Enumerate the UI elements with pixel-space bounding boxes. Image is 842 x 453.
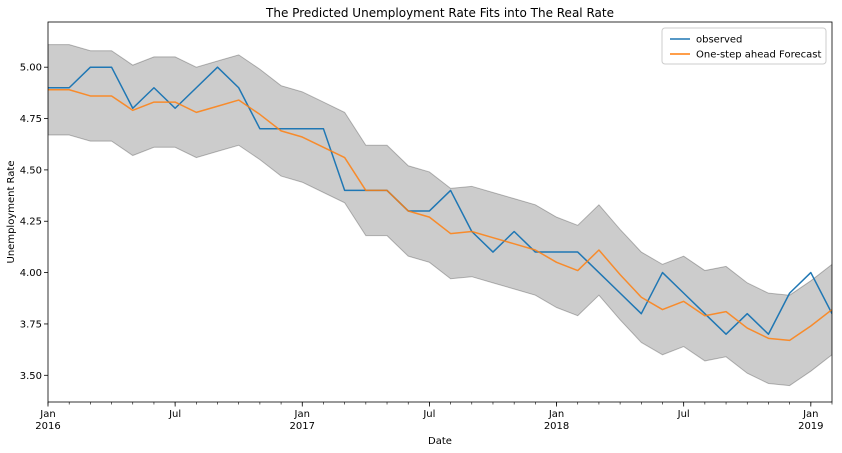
plot-area [48,44,832,387]
legend-label: observed [696,35,742,46]
x-tick-label: Jan [294,409,310,420]
y-axis-label: Unemployment Rate [6,161,17,264]
plot-content [48,44,832,387]
y-tick-label: 3.75 [20,319,42,330]
plot-frame [47,21,833,403]
legend: observed One-step ahead Forecast [661,27,827,65]
y-tick-label: 4.50 [20,165,42,176]
chart-title: The Predicted Unemployment Rate Fits int… [265,6,614,20]
x-tick-label: Jul [677,409,690,420]
y-tick-label: 3.50 [20,371,42,382]
x-tick-year-label: 2017 [290,421,315,432]
x-tick-label: Jan [802,409,818,420]
x-tick-year-label: 2018 [544,421,569,432]
x-tick-year-label: 2016 [35,421,60,432]
y-tick-label: 4.75 [20,114,42,125]
y-tick-label: 4.00 [20,268,42,279]
y-tick-label: 5.00 [20,63,42,74]
x-axis-label: Date [428,436,452,447]
legend-label: One-step ahead Forecast [696,50,821,61]
x-tick-label: Jul [422,409,435,420]
series-line-observed [48,66,832,335]
x-tick-label: Jan [39,409,55,420]
legend-box [661,27,827,65]
x-tick-label: Jul [168,409,181,420]
x-tick-label: Jan [548,409,564,420]
x-tick-year-label: 2019 [798,421,823,432]
y-tick-label: 4.25 [20,217,42,228]
series-line-forecast [48,89,832,342]
confidence-band [48,44,832,387]
